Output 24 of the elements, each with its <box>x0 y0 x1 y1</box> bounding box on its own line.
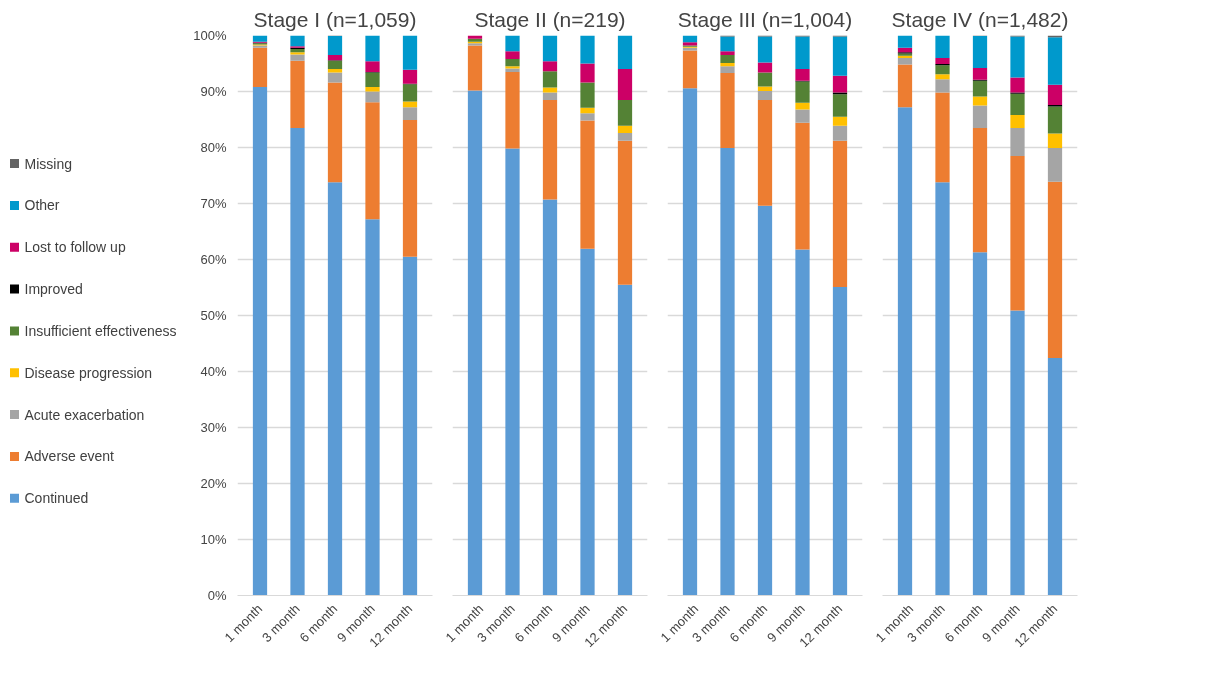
y-tick-label: 100% <box>193 28 227 43</box>
legend-label: Other <box>24 197 60 214</box>
y-tick-label: 90% <box>200 84 227 99</box>
y-tick-label: 60% <box>200 252 227 267</box>
y-tick-label: 80% <box>200 140 227 155</box>
chart-title: Stage III (n=1,004) <box>677 7 853 31</box>
legend-label: Lost to follow up <box>24 239 126 256</box>
legend-label: Improved <box>24 281 83 298</box>
y-tick-label: 0% <box>207 588 227 603</box>
y-tick-label: 10% <box>200 532 227 547</box>
y-tick-label: 40% <box>200 364 227 379</box>
chart-title: Stage I (n=1,059) <box>253 7 417 31</box>
legend-label: Insufficient effectiveness <box>24 322 177 339</box>
legend-label: Missing <box>24 155 72 172</box>
y-tick-label: 50% <box>200 308 227 323</box>
chart-title: Stage IV (n=1,482) <box>891 7 1069 31</box>
chart-title: Stage II (n=219) <box>474 7 626 31</box>
y-tick-label: 30% <box>200 420 227 435</box>
legend-label: Disease progression <box>24 364 153 381</box>
legend-label: Adverse event <box>24 448 115 465</box>
legend-label: Continued <box>24 490 89 507</box>
legend-label: Acute exacerbation <box>24 406 145 423</box>
y-tick-label: 20% <box>200 476 227 491</box>
y-tick-label: 70% <box>200 196 227 211</box>
